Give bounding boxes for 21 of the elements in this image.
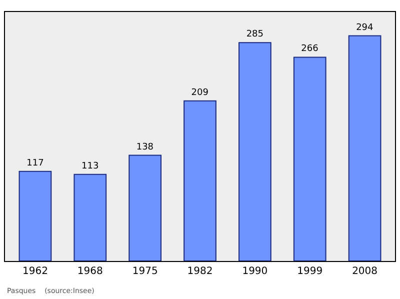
data-label: 285	[246, 30, 264, 40]
bar	[293, 56, 326, 261]
x-tick-label: 1999	[297, 266, 323, 277]
x-tick-label: 1968	[77, 266, 103, 277]
data-label: 294	[356, 22, 374, 33]
data-label: 113	[82, 161, 99, 172]
bar	[184, 100, 216, 261]
data-label: 266	[301, 44, 319, 54]
bar	[74, 174, 107, 261]
bar	[18, 170, 52, 261]
data-label: 117	[26, 158, 44, 168]
bar	[128, 154, 162, 261]
bar	[238, 42, 272, 261]
x-tick-label: 1962	[22, 266, 48, 277]
data-label: 138	[136, 142, 154, 152]
x-tick-label: 1975	[132, 266, 158, 277]
x-tick-label: 2008	[352, 266, 378, 277]
data-label: 209	[191, 88, 209, 98]
x-tick-label: 1990	[242, 266, 268, 277]
bar	[348, 35, 382, 261]
x-tick-label: 1982	[187, 266, 213, 277]
